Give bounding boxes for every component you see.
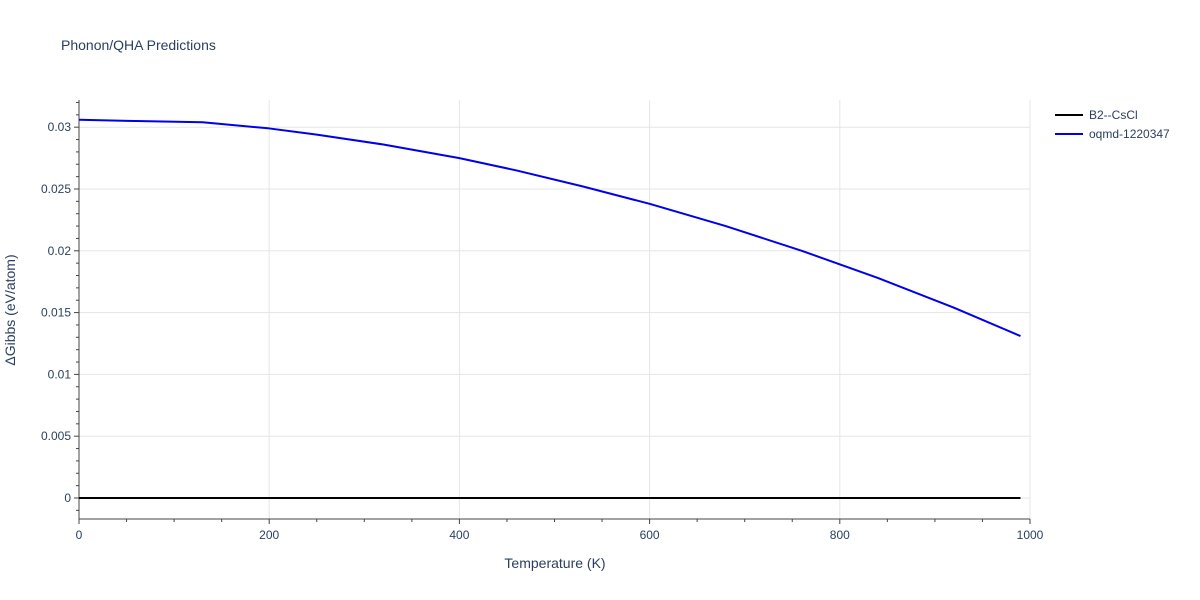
y-tick-label: 0.02 (48, 244, 72, 258)
x-tick-label: 0 (76, 528, 83, 542)
legend-label: B2--CsCl (1089, 108, 1138, 122)
legend-label: oqmd-1220347 (1089, 127, 1170, 141)
x-axis-title: Temperature (K) (504, 555, 605, 571)
x-tick-label: 600 (640, 528, 660, 542)
series-layer (78, 118, 1021, 499)
y-tick-label: 0 (64, 491, 71, 505)
legend-item[interactable]: B2--CsCl (1055, 108, 1138, 122)
y-tick-label: 0.015 (41, 306, 71, 320)
y-axis-title: ΔGibbs (eV/atom) (2, 254, 18, 365)
chart-title: Phonon/QHA Predictions (61, 37, 216, 53)
x-tick-label: 800 (830, 528, 850, 542)
y-tick-label: 0.005 (41, 429, 71, 443)
series-line (78, 118, 1021, 337)
legend-item[interactable]: oqmd-1220347 (1055, 127, 1170, 141)
x-tick-label: 400 (449, 528, 469, 542)
x-tick-label: 200 (259, 528, 279, 542)
axes: 0 0.005 0.01 0.015 0.02 0.025 0.03 0 200 400 600 80… (41, 100, 1044, 542)
x-tick-label: 1000 (1017, 528, 1044, 542)
y-tick-label: 0.03 (48, 120, 72, 134)
legend[interactable]: B2--CsCl oqmd-1220347 (1055, 108, 1170, 141)
y-tick-label: 0.01 (48, 367, 72, 381)
y-tick-label: 0.025 (41, 182, 71, 196)
